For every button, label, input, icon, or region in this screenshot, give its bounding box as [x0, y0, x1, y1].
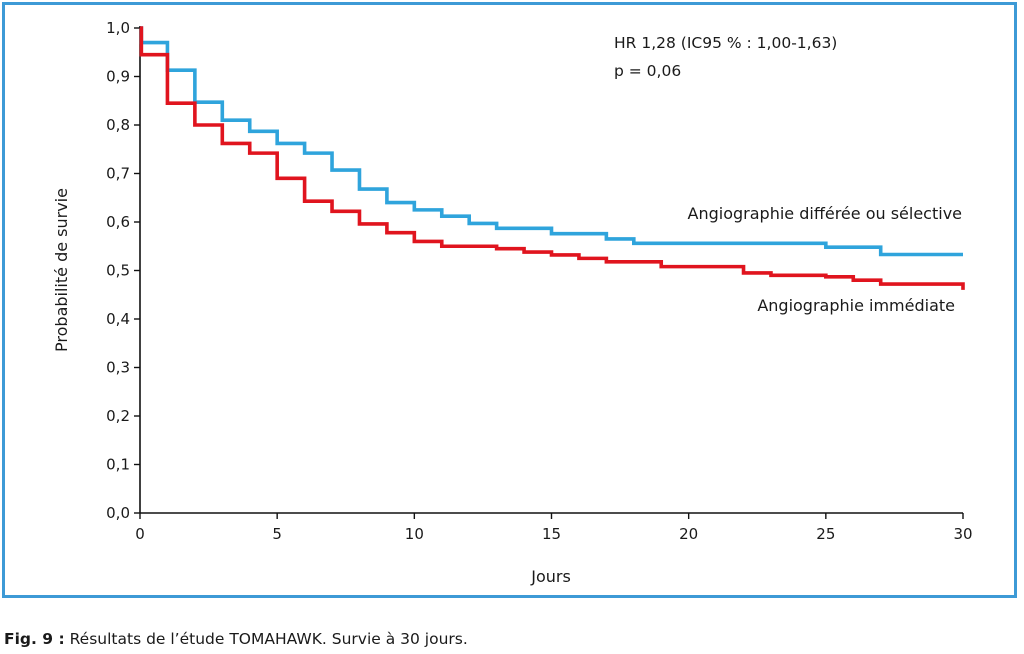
x-tick-label: 30: [953, 525, 972, 543]
y-tick-label: 0,6: [106, 213, 130, 231]
x-tick-label: 15: [542, 525, 561, 543]
y-tick-label: 0,2: [106, 407, 130, 425]
y-axis-title: Probabilité de survie: [52, 188, 71, 352]
series-line-0: [139, 26, 963, 257]
series-layer: [139, 26, 965, 290]
axes: 0,0 0,1 0,2 0,3 0,4 0,5 0,6 0,7 0,8 0,9 1,0 0 5 10 15 2…: [106, 19, 972, 543]
y-tick-label: 0,7: [106, 165, 130, 183]
x-tick-label: 10: [405, 525, 424, 543]
figure-caption: Fig. 9 : Résultats de l’étude TOMAHAWK. …: [4, 630, 468, 648]
x-tick-label: 0: [135, 525, 145, 543]
hr-annotation: HR 1,28 (IC95 % : 1,00-1,63): [614, 34, 837, 52]
x-tick-label: 5: [272, 525, 282, 543]
p-value-annotation: p = 0,06: [614, 62, 681, 80]
y-tick-label: 0,8: [106, 116, 130, 134]
series-line-1: [139, 26, 965, 290]
y-tick-label: 0,5: [106, 262, 130, 280]
series-label-angiographie-immediate: Angiographie immédiate: [757, 296, 955, 315]
series-label-angiographie-differee: Angiographie différée ou sélective: [688, 204, 962, 223]
y-tick-label: 0,0: [106, 504, 130, 522]
figure-caption-text: Résultats de l’étude TOMAHAWK. Survie à …: [64, 630, 468, 648]
figure-caption-label: Fig. 9 :: [4, 630, 65, 648]
y-tick-label: 0,9: [106, 68, 130, 86]
x-tick-label: 20: [679, 525, 698, 543]
y-tick-label: 1,0: [106, 19, 130, 37]
y-tick-label: 0,1: [106, 456, 130, 474]
x-tick-label: 25: [816, 525, 835, 543]
figure-frame: [2, 2, 1017, 598]
chart-text-layer: HR 1,28 (IC95 % : 1,00-1,63) p = 0,06 An…: [52, 34, 962, 586]
y-tick-label: 0,4: [106, 310, 130, 328]
km-survival-chart: 0,0 0,1 0,2 0,3 0,4 0,5 0,6 0,7 0,8 0,9 1,0 0 5 10 15 2…: [52, 19, 973, 586]
y-tick-label: 0,3: [106, 359, 130, 377]
x-axis-title: Jours: [530, 567, 571, 586]
